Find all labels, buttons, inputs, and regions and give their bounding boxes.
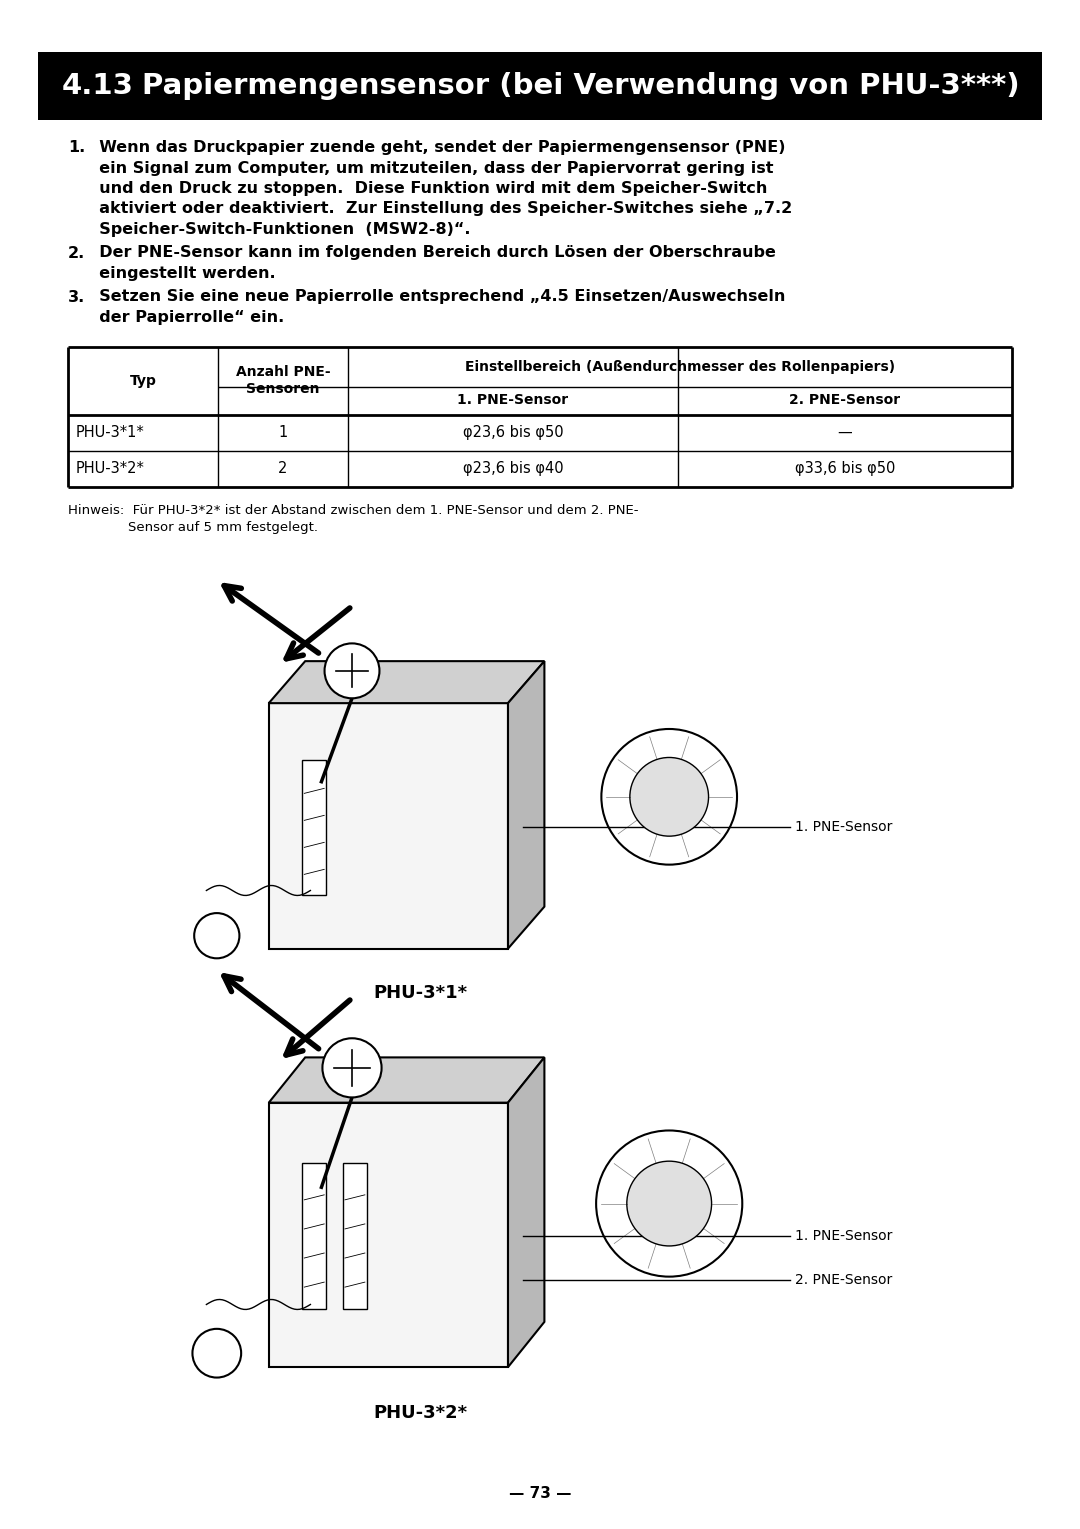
Text: und den Druck zu stoppen.  Diese Funktion wird mit dem Speicher-Switch: und den Druck zu stoppen. Diese Funktion… (87, 180, 768, 196)
Polygon shape (269, 1102, 508, 1367)
Polygon shape (269, 661, 544, 703)
Polygon shape (269, 1058, 544, 1102)
Text: Speicher-Switch-Funktionen  (MSW2-8)“.: Speicher-Switch-Funktionen (MSW2-8)“. (87, 222, 471, 237)
Polygon shape (269, 703, 508, 948)
Text: 1. PNE-Sensor: 1. PNE-Sensor (795, 820, 892, 835)
Text: 4.13: 4.13 (62, 72, 134, 99)
Circle shape (630, 757, 708, 836)
Circle shape (192, 1329, 241, 1378)
Bar (302, 1164, 326, 1309)
Text: Typ: Typ (130, 373, 157, 387)
Text: Einstellbereich (Außendurchmesser des Rollenpapiers): Einstellbereich (Außendurchmesser des Ro… (464, 359, 895, 373)
Text: 2.: 2. (68, 246, 85, 260)
Text: ein Signal zum Computer, um mitzuteilen, dass der Papiervorrat gering ist: ein Signal zum Computer, um mitzuteilen,… (87, 161, 773, 176)
Text: PHU-3*2*: PHU-3*2* (76, 462, 145, 476)
Text: PHU-3*1*: PHU-3*1* (373, 985, 467, 1001)
Text: φ23,6 bis φ40: φ23,6 bis φ40 (462, 462, 564, 476)
Text: Wenn das Druckpapier zuende geht, sendet der Papiermengensensor (PNE): Wenn das Druckpapier zuende geht, sendet… (87, 141, 785, 154)
Polygon shape (508, 661, 544, 948)
Text: Papiermengensensor (bei Verwendung von PHU-3***): Papiermengensensor (bei Verwendung von P… (141, 72, 1020, 99)
Text: Setzen Sie eine neue Papierrolle entsprechend „4.5 Einsetzen/Auswechseln: Setzen Sie eine neue Papierrolle entspre… (87, 289, 785, 304)
Circle shape (626, 1161, 712, 1246)
Polygon shape (508, 1058, 544, 1367)
Bar (38, 52, 1042, 119)
Text: 1. PNE-Sensor: 1. PNE-Sensor (458, 393, 568, 408)
Text: 1: 1 (279, 425, 287, 440)
Text: aktiviert oder deaktiviert.  Zur Einstellung des Speicher-Switches siehe „7.2: aktiviert oder deaktiviert. Zur Einstell… (87, 202, 793, 217)
Circle shape (194, 913, 240, 959)
Text: 1.: 1. (68, 141, 85, 154)
Circle shape (323, 1038, 381, 1098)
Bar (302, 760, 326, 894)
Bar (343, 1164, 367, 1309)
Text: PHU-3*2*: PHU-3*2* (373, 1404, 467, 1422)
Text: 2. PNE-Sensor: 2. PNE-Sensor (789, 393, 901, 408)
Text: 1. PNE-Sensor: 1. PNE-Sensor (795, 1229, 892, 1243)
Circle shape (602, 729, 737, 864)
Text: der Papierrolle“ ein.: der Papierrolle“ ein. (87, 310, 284, 326)
Text: φ33,6 bis φ50: φ33,6 bis φ50 (795, 462, 895, 476)
Text: Anzahl PNE-
Sensoren: Anzahl PNE- Sensoren (235, 365, 330, 396)
Circle shape (325, 644, 379, 699)
Text: — 73 —: — 73 — (509, 1486, 571, 1501)
Text: Sensor auf 5 mm festgelegt.: Sensor auf 5 mm festgelegt. (129, 521, 318, 535)
Text: PHU-3*1*: PHU-3*1* (76, 425, 145, 440)
Text: —: — (838, 425, 852, 440)
Text: eingestellt werden.: eingestellt werden. (87, 266, 275, 281)
Text: 2. PNE-Sensor: 2. PNE-Sensor (795, 1272, 892, 1287)
Circle shape (596, 1130, 742, 1277)
Text: 3.: 3. (68, 289, 85, 304)
Text: Hinweis:  Für PHU-3*2* ist der Abstand zwischen dem 1. PNE-Sensor und dem 2. PNE: Hinweis: Für PHU-3*2* ist der Abstand zw… (68, 505, 638, 517)
Text: 2: 2 (279, 462, 287, 476)
Text: φ23,6 bis φ50: φ23,6 bis φ50 (462, 425, 564, 440)
Text: Der PNE-Sensor kann im folgenden Bereich durch Lösen der Oberschraube: Der PNE-Sensor kann im folgenden Bereich… (87, 246, 775, 260)
